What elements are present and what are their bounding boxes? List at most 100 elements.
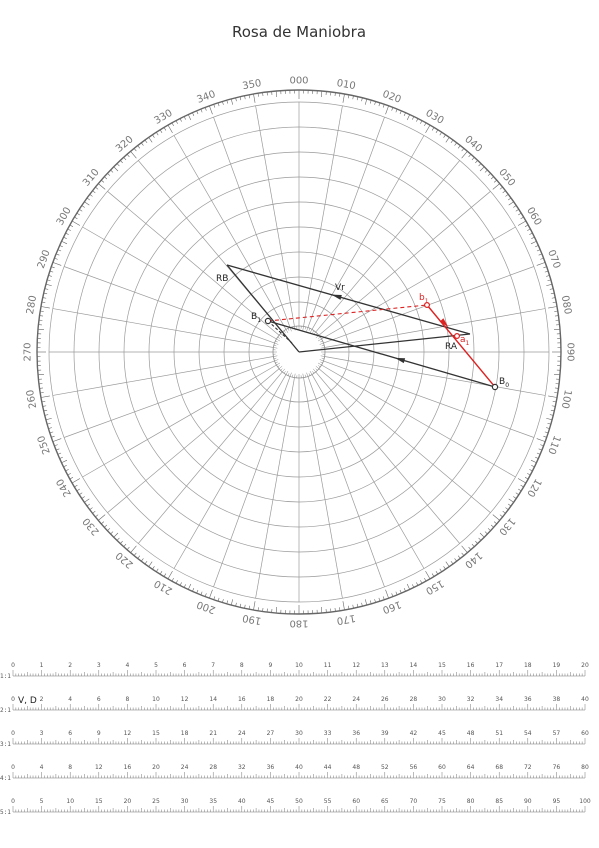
degree-tick (550, 409, 555, 412)
scale-number: 10 (295, 662, 303, 669)
scale-number: 100 (579, 798, 591, 805)
bearing-label: 340 (195, 89, 217, 106)
scale-number: 51 (495, 730, 503, 737)
degree-tick (553, 328, 561, 330)
degree-tick (41, 401, 46, 403)
inner-tick (315, 368, 318, 371)
scale-number: 4 (125, 662, 129, 669)
inner-tick (309, 370, 313, 375)
degree-tick (137, 145, 141, 149)
degree-tick (342, 93, 345, 103)
degree-tick (156, 132, 159, 136)
degree-tick (517, 478, 527, 484)
inner-tick (278, 335, 283, 339)
degree-tick (120, 540, 123, 544)
degree-tick (471, 157, 475, 161)
radial-line (321, 364, 516, 478)
degree-tick (507, 197, 512, 201)
degree-tick (536, 249, 541, 252)
degree-tick (81, 205, 85, 208)
ra-vector (298, 333, 471, 353)
degree-tick (507, 503, 512, 507)
degree-tick (110, 531, 114, 535)
degree-tick (484, 531, 488, 535)
degree-tick (163, 127, 167, 131)
label-a1: a1 (460, 335, 470, 347)
degree-tick (37, 374, 45, 376)
scale-number: 16 (467, 662, 475, 669)
degree-tick (554, 392, 558, 394)
degree-tick (257, 607, 259, 611)
degree-tick (425, 570, 431, 580)
degree-tick (104, 524, 108, 528)
degree-tick (339, 607, 341, 611)
degree-tick (40, 310, 44, 312)
degree-tick (546, 427, 550, 429)
bearing-label: 270 (23, 342, 34, 361)
scale-number: 76 (553, 764, 561, 771)
degree-tick (217, 597, 220, 602)
degree-tick (502, 510, 506, 514)
radial-line (318, 368, 491, 513)
distance-scales: 0 1 2 3 4 5 6 7 8 9 10 11 12 13 14 15 16 17 18 19 201:10 2 4 6 8… (0, 662, 591, 816)
scale-number: 3 (97, 662, 101, 669)
degree-tick (361, 97, 363, 102)
bearing-label: 250 (36, 434, 53, 456)
red-arrow (439, 318, 449, 328)
degree-tick (65, 469, 69, 472)
degree-tick (148, 137, 153, 143)
degree-tick (454, 558, 457, 562)
degree-tick (530, 459, 537, 463)
degree-tick (508, 201, 514, 206)
label-b0: B0 (499, 377, 509, 389)
degree-tick (490, 176, 494, 180)
degree-tick (144, 139, 148, 144)
degree-tick (544, 431, 549, 434)
scale-number: 28 (410, 696, 418, 703)
degree-tick (126, 546, 130, 550)
degree-tick (144, 560, 148, 565)
degree-tick (551, 297, 556, 299)
scale-number: 2 (68, 662, 72, 669)
scale-number: 0 (11, 730, 15, 737)
degree-tick (395, 591, 398, 596)
degree-tick (425, 124, 431, 134)
scale-number: 26 (381, 696, 389, 703)
degree-tick (403, 112, 406, 116)
scale-number: 15 (152, 730, 160, 737)
scale-number: 10 (66, 798, 74, 805)
bearing-label: 010 (336, 78, 357, 92)
degree-tick (524, 224, 529, 227)
degree-tick (188, 114, 192, 121)
degree-tick (529, 469, 533, 472)
degree-tick (348, 605, 350, 610)
degree-tick (40, 306, 50, 309)
scale-number: 60 (438, 764, 446, 771)
inner-tick (282, 368, 286, 373)
radial-line (107, 368, 280, 513)
page-title: Rosa de Maniobra (232, 23, 366, 41)
vr-vector (226, 264, 471, 335)
bearing-label: 290 (36, 248, 53, 270)
degree-tick (395, 108, 398, 113)
degree-tick (156, 568, 159, 572)
scale-number: 14 (209, 696, 217, 703)
degree-tick (235, 97, 237, 102)
degree-tick (457, 145, 461, 149)
degree-tick (352, 95, 354, 100)
radial-line (323, 360, 535, 438)
inner-tick (319, 342, 324, 345)
scale-number: 12 (95, 764, 103, 771)
degree-tick (382, 104, 385, 108)
scale-number: 36 (352, 730, 360, 737)
degree-tick (44, 288, 49, 290)
degree-tick (364, 98, 368, 105)
degree-tick (538, 448, 543, 451)
degree-tick (468, 546, 472, 550)
scale-number: 75 (438, 798, 446, 805)
degree-tick (547, 279, 551, 282)
degree-tick (385, 589, 389, 599)
degree-tick (549, 414, 554, 416)
radial-line (138, 371, 283, 544)
degree-tick (356, 603, 359, 608)
